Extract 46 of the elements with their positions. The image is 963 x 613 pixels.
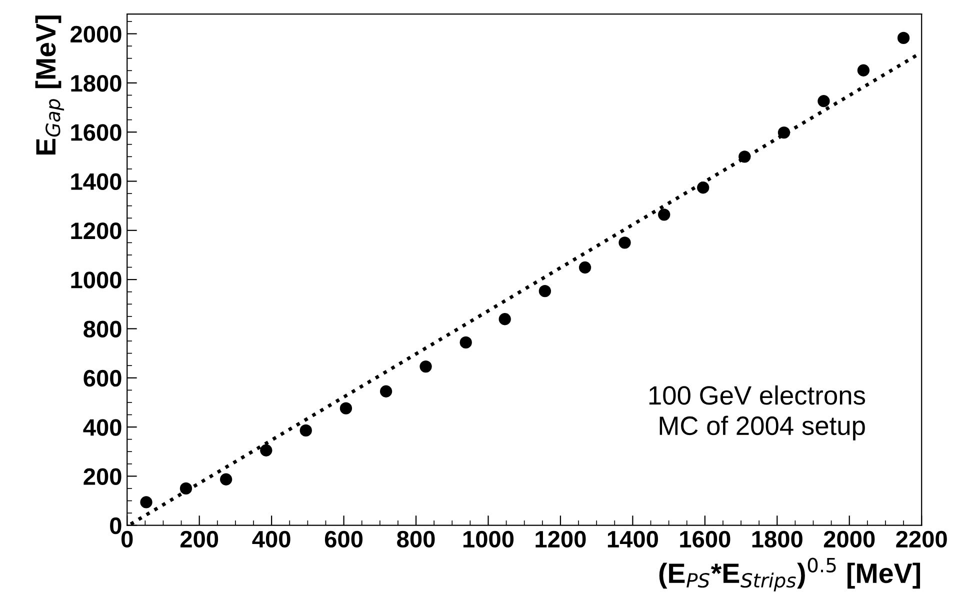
y-tick-label: 1400: [71, 173, 122, 190]
x-axis-title: (E$_{PS}$*E$_{Strips}$)$^{0.5}$ [MeV]: [659, 558, 920, 592]
y-tick-label: 400: [83, 419, 122, 436]
x-tick-label: 1600: [680, 530, 730, 548]
point: [380, 385, 392, 398]
point: [420, 360, 432, 373]
y-tick-label: 200: [84, 468, 122, 485]
point: [578, 261, 592, 274]
point: [618, 236, 631, 249]
x-tick-label: 600: [324, 530, 363, 548]
x-tick-label: 2000: [824, 530, 875, 548]
point: [897, 32, 910, 44]
point: [697, 182, 710, 194]
y-tick-label: 1600: [71, 124, 122, 141]
y-tick-label: 1800: [71, 74, 122, 92]
x-tick-label: 1800: [752, 530, 802, 548]
point: [460, 336, 472, 349]
y-tick-label: 1200: [71, 222, 122, 240]
y-tick-label: 600: [84, 370, 122, 387]
y-tick-label: 800: [84, 320, 122, 338]
x-tick-label: 1400: [608, 530, 658, 548]
point: [498, 313, 511, 326]
point: [140, 496, 152, 508]
point: [180, 482, 192, 495]
x-tick-label: 0: [121, 530, 133, 548]
point: [538, 285, 552, 298]
y-tick-label: 1000: [71, 272, 122, 288]
x-tick-label: 2200: [896, 530, 947, 548]
y-tick-label: 2000: [70, 26, 122, 43]
x-tick-label: 400: [252, 530, 290, 548]
x-tick-label: 1200: [536, 530, 586, 548]
point: [818, 95, 830, 108]
point: [658, 208, 670, 221]
x-tick-label: 200: [180, 530, 218, 548]
point: [300, 424, 312, 437]
point: [220, 473, 232, 486]
point: [857, 64, 870, 76]
annotation: 100 GeV electrons MC of 2004 setup: [649, 385, 866, 440]
point: [738, 150, 751, 163]
y-tick-label: 0: [110, 517, 122, 534]
x-tick-label: 1000: [463, 530, 514, 548]
y-axis-title: E$_{Gap}$ [MeV]: [35, 16, 64, 154]
x-tick-label: 800: [397, 530, 435, 548]
point: [778, 126, 790, 139]
point: [260, 444, 272, 456]
point: [340, 402, 352, 414]
